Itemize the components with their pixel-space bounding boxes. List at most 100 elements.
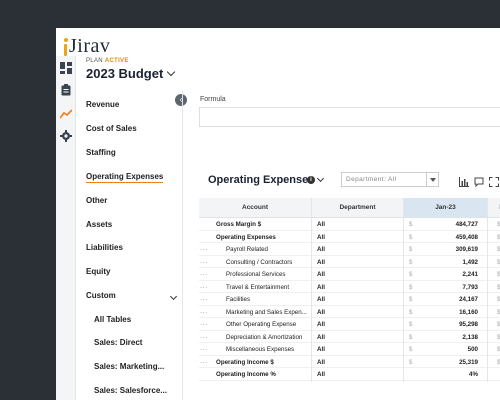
row-menu-dots[interactable]: ··· — [200, 346, 208, 353]
row-menu-dots[interactable]: ··· — [200, 296, 208, 303]
bar-chart-icon[interactable] — [459, 174, 469, 187]
account-cell: Operating Income $ — [216, 358, 274, 366]
currency-symbol: $ — [409, 233, 413, 241]
currency-symbol-feb: $ — [497, 358, 500, 366]
plan-title[interactable]: 2023 Budget — [86, 66, 164, 81]
custom-chevron-down-icon[interactable] — [169, 292, 178, 301]
row-menu-dots[interactable]: ··· — [200, 358, 208, 366]
sidebar-item-equity[interactable]: Equity — [86, 267, 111, 276]
account-cell: Professional Services — [226, 271, 286, 278]
currency-symbol-feb: $ — [497, 258, 500, 266]
account-cell: Other Operating Expense — [226, 321, 297, 328]
currency-symbol-feb: $ — [497, 296, 500, 303]
value-cell-jan[interactable]: 95,298 — [459, 321, 478, 328]
account-cell: Operating Income % — [216, 371, 276, 378]
row-menu-dots[interactable]: ··· — [200, 283, 208, 291]
table-row[interactable]: ··· Payroll Related All $309,619 $ — [199, 244, 500, 256]
value-cell-jan[interactable]: 16,160 — [459, 308, 478, 316]
value-cell-jan[interactable]: 1,492 — [462, 258, 478, 266]
currency-symbol: $ — [409, 321, 413, 328]
plan-dropdown-chevron-icon[interactable] — [166, 67, 176, 77]
department-cell: All — [317, 271, 325, 278]
account-cell: Depreciation & Amortization — [226, 333, 303, 341]
department-select[interactable]: Department: All — [341, 172, 439, 187]
currency-symbol-feb: $ — [497, 221, 500, 228]
department-cell: All — [317, 308, 325, 316]
currency-symbol: $ — [409, 358, 413, 366]
sidebar-item-liabilities[interactable]: Liabilities — [86, 243, 123, 252]
info-icon[interactable]: i — [307, 176, 315, 184]
value-cell-jan[interactable]: 459,408 — [455, 233, 478, 241]
account-cell: Consulting / Contractors — [226, 258, 293, 266]
column-header-jan[interactable]: Jan-23 — [404, 198, 487, 218]
row-menu-dots[interactable]: ··· — [200, 258, 208, 266]
account-cell: Miscellaneous Expenses — [226, 346, 295, 353]
trend-chart-icon[interactable] — [60, 108, 72, 120]
sidebar-item-assets[interactable]: Assets — [86, 220, 113, 229]
table-row[interactable]: ··· Facilities All $24,167 $ — [199, 294, 500, 306]
jirav-logo[interactable]: Jirav — [62, 32, 110, 56]
table-row[interactable]: ··· Marketing and Sales Expen... All $16,16… — [199, 307, 500, 319]
icon-rail — [56, 56, 76, 400]
row-menu-dots[interactable]: ··· — [200, 321, 208, 328]
department-cell: All — [317, 246, 325, 253]
sidebar-item-cost-of-sales[interactable]: Cost of Sales — [86, 124, 137, 133]
table-row[interactable]: Gross Margin $ All $484,727 $ — [199, 219, 500, 231]
sidebar-item-revenue[interactable]: Revenue — [86, 100, 120, 109]
row-menu-dots[interactable]: ··· — [200, 333, 208, 341]
sidebar-item-staffing[interactable]: Staffing — [86, 148, 116, 157]
currency-symbol: $ — [409, 283, 413, 291]
section-chevron-down-icon[interactable] — [316, 174, 325, 183]
sidebar-item-all-tables[interactable]: All Tables — [94, 315, 132, 324]
value-cell-jan[interactable]: 25,319 — [459, 358, 478, 366]
row-menu-dots[interactable]: ··· — [200, 308, 208, 316]
value-cell-jan[interactable]: 484,727 — [455, 221, 478, 228]
table-row[interactable]: ··· Depreciation & Amortization All $2,138 $ — [199, 332, 500, 344]
department-cell: All — [317, 233, 325, 241]
value-cell-jan[interactable]: 7,793 — [462, 283, 478, 291]
currency-symbol: $ — [409, 296, 413, 303]
table-row[interactable]: ··· Other Operating Expense All $95,298 $ — [199, 319, 500, 331]
gear-icon[interactable] — [60, 130, 72, 142]
account-cell: Gross Margin $ — [216, 221, 262, 228]
sidebar-item-sales-marketing[interactable]: Sales: Marketing... — [94, 362, 165, 371]
value-cell-jan[interactable]: 24,167 — [459, 296, 478, 303]
value-cell-jan[interactable]: 2,241 — [462, 271, 478, 278]
column-header-account[interactable]: Account — [199, 198, 311, 218]
comment-icon[interactable] — [474, 174, 484, 188]
column-header-feb[interactable]: Feb-2 — [488, 198, 500, 218]
table-row[interactable]: ··· Professional Services All $2,241 $ — [199, 269, 500, 281]
department-cell: All — [317, 358, 325, 366]
currency-symbol: $ — [409, 258, 413, 266]
department-select-value: Department: All — [346, 176, 397, 183]
formula-input[interactable] — [199, 107, 500, 127]
sidebar-item-operating-expenses[interactable]: Operating Expenses — [86, 172, 164, 183]
sidebar-nav: Revenue Cost of Sales Staffing Operating… — [76, 90, 182, 400]
row-menu-dots[interactable]: ··· — [200, 271, 208, 278]
sidebar-item-other[interactable]: Other — [86, 196, 108, 205]
currency-symbol-feb: $ — [497, 333, 500, 341]
sidebar-item-custom[interactable]: Custom — [86, 291, 116, 300]
value-cell-jan[interactable]: 309,619 — [455, 246, 478, 253]
column-header-department[interactable]: Department — [312, 198, 403, 218]
sidebar-item-sales-direct[interactable]: Sales: Direct — [94, 338, 143, 347]
table-row[interactable]: Operating Expenses All $459,408 $ — [199, 232, 500, 244]
currency-symbol-feb: $ — [497, 246, 500, 253]
table-row[interactable]: Operating Income % All 4% — [199, 369, 500, 381]
collapse-sidebar-button[interactable]: ‹ — [175, 94, 187, 106]
value-cell-jan[interactable]: 4% — [469, 371, 478, 378]
table-row[interactable]: ··· Operating Income $ All $25,319 $ — [199, 357, 500, 369]
section-title[interactable]: Operating Expenses — [208, 174, 315, 186]
row-menu-dots[interactable]: ··· — [200, 246, 208, 253]
table-row[interactable]: ··· Travel & Entertainment All $7,793 $ — [199, 282, 500, 294]
department-cell: All — [317, 283, 325, 291]
clipboard-icon[interactable] — [60, 84, 72, 96]
value-cell-jan[interactable]: 2,138 — [462, 333, 478, 341]
dashboard-icon[interactable] — [60, 62, 72, 74]
sidebar-item-sales-salesforce[interactable]: Sales: Salesforce... — [94, 386, 167, 395]
table-row[interactable]: ··· Miscellaneous Expenses All $500 $ — [199, 344, 500, 356]
expand-icon[interactable] — [489, 174, 499, 187]
table-row[interactable]: ··· Consulting / Contractors All $1,492 $ — [199, 257, 500, 269]
value-cell-jan[interactable]: 500 — [467, 346, 478, 353]
main-panel: Formula Operating Expenses i Department:… — [182, 90, 500, 400]
